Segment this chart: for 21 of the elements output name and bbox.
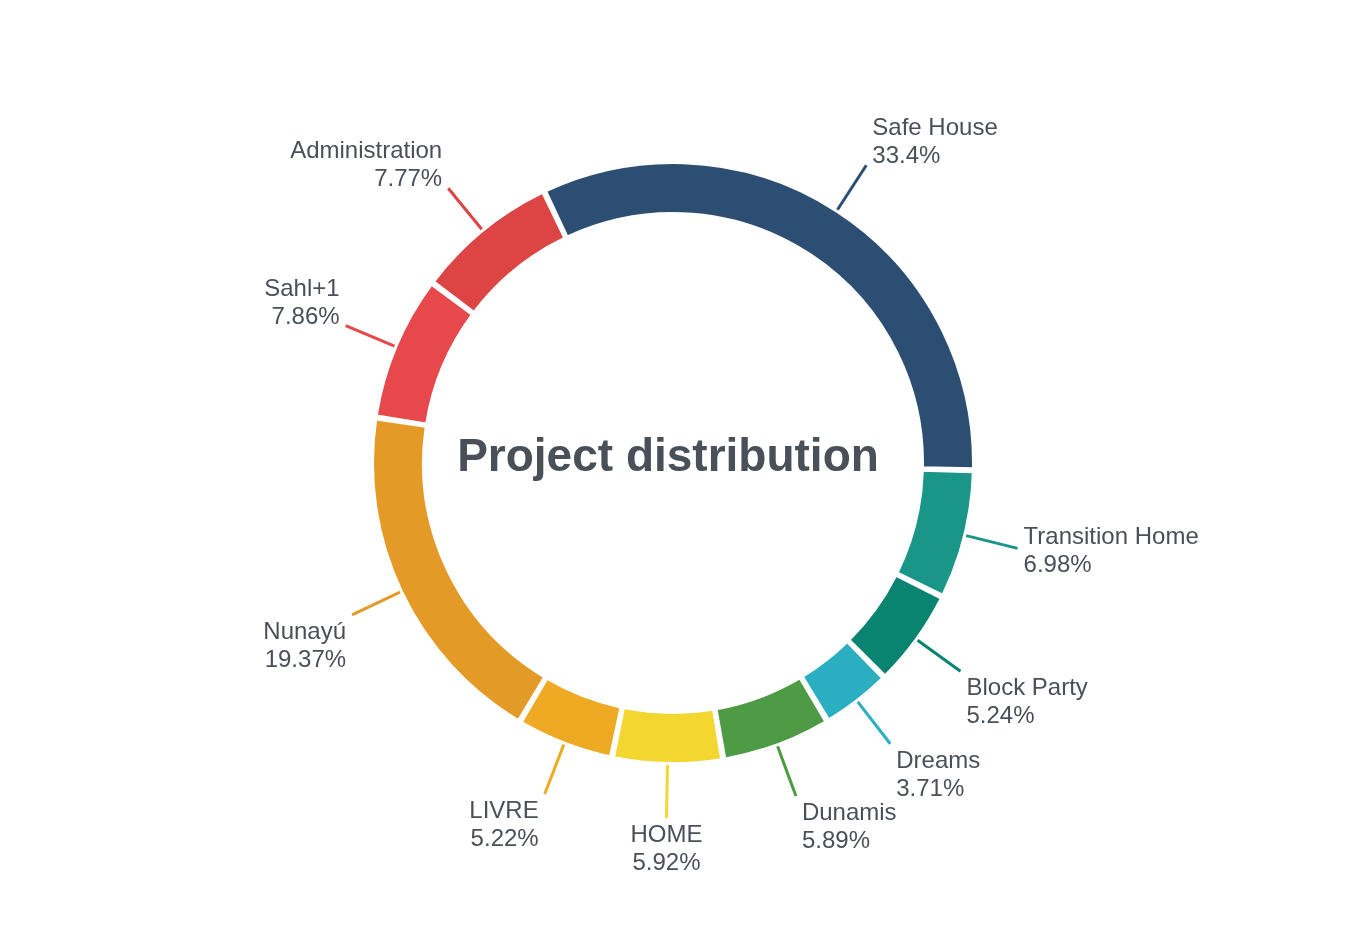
slice-label: HOME — [630, 819, 703, 847]
text: Project distribution — [456, 428, 880, 482]
data-label: 6.98% — [1023, 550, 1092, 578]
slice-label: Safe House — [872, 113, 998, 141]
slice-label: Dreams — [896, 745, 981, 773]
data-label: 5.92% — [632, 847, 701, 875]
slice-label: Dunamis — [801, 798, 897, 826]
data-label: 5.89% — [801, 826, 870, 854]
data-label: 7.86% — [271, 301, 340, 329]
slice-label: Transition Home — [1023, 522, 1199, 550]
data-label: 5.24% — [966, 701, 1035, 729]
slice-label: Sahl+1 — [264, 273, 340, 301]
data-label: 5.22% — [470, 824, 539, 851]
data-label: 7.77% — [374, 164, 443, 192]
slice-label: Administration — [290, 136, 443, 164]
slice-label: Block Party — [966, 673, 1088, 701]
data-label: 19.37% — [264, 644, 347, 672]
data-label: 33.4% — [872, 141, 941, 169]
slice-label: LIVRE — [469, 796, 539, 823]
data-label: 3.71% — [896, 773, 965, 801]
slice-label: Nunayú — [263, 616, 347, 644]
